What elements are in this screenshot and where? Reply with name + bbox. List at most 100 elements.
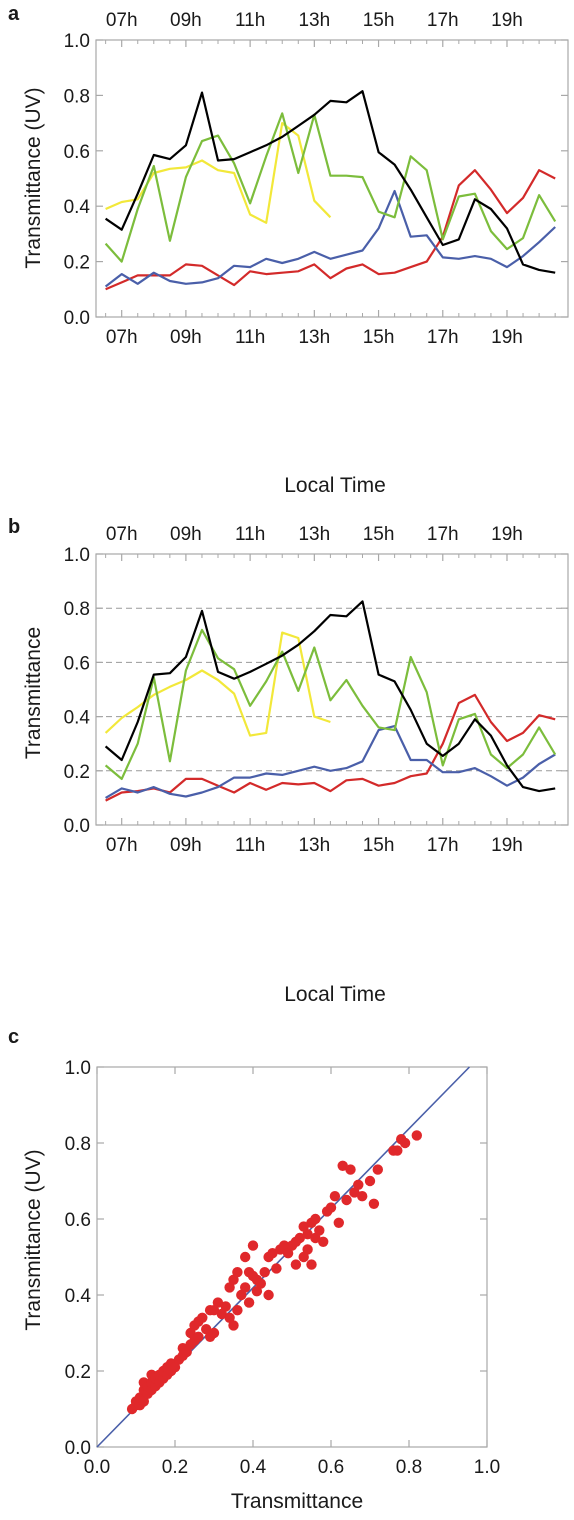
panel-a-ytick-label-3: 0.6 xyxy=(64,142,90,163)
panel-a-xtick-label-5: 17h xyxy=(427,327,459,348)
panel-b-ytick-label-5: 1.0 xyxy=(64,545,90,566)
panel-b-xtick-top-label-4: 15h xyxy=(363,524,395,545)
panel-b-ytick-label-1: 0.2 xyxy=(64,762,90,783)
panel-c-point-84 xyxy=(334,1218,344,1228)
panel-c-point-50 xyxy=(240,1282,250,1292)
panel-c-point-76 xyxy=(306,1259,316,1269)
panel-a-ytick-label-1: 0.2 xyxy=(64,253,90,274)
panel-c-point-82 xyxy=(326,1202,336,1212)
panel-c-point-47 xyxy=(232,1305,242,1315)
panel-c-xtick-label-3: 0.6 xyxy=(318,1457,344,1478)
panel-c-point-91 xyxy=(365,1176,375,1186)
panel-c-xtick-label-2: 0.4 xyxy=(240,1457,267,1478)
panel-b-xtick-label-2: 11h xyxy=(235,835,265,856)
panel-c-point-74 xyxy=(302,1244,312,1254)
panel-b: b 0.0 0.2 0.4 0.6 0.8 1.0 07h 07h 09h 09h 11h 11h 13… xyxy=(8,516,568,1006)
panel-c-point-83 xyxy=(330,1191,340,1201)
panel-b-xtick-label-0: 07h xyxy=(106,835,138,856)
panel-a-xtick-label-4: 15h xyxy=(363,327,395,348)
panel-c-point-52 xyxy=(244,1297,254,1307)
panel-c-ytick-label-5: 1.0 xyxy=(65,1058,91,1079)
panel-a-letter: a xyxy=(8,3,20,25)
panel-c-point-45 xyxy=(228,1320,238,1330)
panel-b-xtick-label-6: 19h xyxy=(491,835,523,856)
panel-b-xtick-top-label-0: 07h xyxy=(106,524,138,545)
panel-b-xtick-top-label-6: 19h xyxy=(491,524,523,545)
panel-c-point-60 xyxy=(263,1290,273,1300)
panel-a-ytick-label-5: 1.0 xyxy=(64,31,90,52)
panel-b-ytick-label-0: 0.0 xyxy=(64,816,90,837)
panel-c-point-51 xyxy=(240,1252,250,1262)
panel-a-xtick-top-label-3: 13h xyxy=(298,10,330,31)
panel-c-point-63 xyxy=(271,1263,281,1273)
panel-b-xtick-label-5: 17h xyxy=(427,835,459,856)
panel-a-xlabel: Local Time xyxy=(284,474,386,497)
panel-a-xtick-label-2: 11h xyxy=(235,327,265,348)
panel-c-xtick-label-5: 1.0 xyxy=(474,1457,500,1478)
panel-c-point-33 xyxy=(193,1332,203,1342)
panel-b-xtick-label-4: 15h xyxy=(363,835,395,856)
panel-b-letter: b xyxy=(8,516,20,538)
panel-b-ytick-label-4: 0.8 xyxy=(64,599,90,620)
panel-b-xtick-label-3: 13h xyxy=(298,835,330,856)
panel-a-plot: 0.0 0.2 0.4 0.6 0.8 1.0 07h 07h 09h 09h 11h 11h 13h 1… xyxy=(64,10,568,348)
panel-b-plot: 0.0 0.2 0.4 0.6 0.8 1.0 07h 07h 09h 09h 11h 11h 13h 1… xyxy=(64,524,568,856)
panel-c-point-42 xyxy=(221,1301,231,1311)
panel-c-ytick-label-1: 0.2 xyxy=(65,1362,91,1383)
panel-c-xtick-label-1: 0.2 xyxy=(162,1457,188,1478)
panel-c-ytick-label-4: 0.8 xyxy=(65,1134,91,1155)
panel-b-ylabel: Transmittance xyxy=(22,627,45,759)
panel-a-ytick-label-0: 0.0 xyxy=(64,308,90,329)
panel-b-ytick-label-2: 0.4 xyxy=(64,708,91,729)
panel-c-point-87 xyxy=(345,1164,355,1174)
panel-b-xtick-top-label-2: 11h xyxy=(235,524,265,545)
panel-c-point-98 xyxy=(412,1130,422,1140)
panel-a-ytick-label-4: 0.8 xyxy=(64,86,90,107)
panel-b-xtick-label-1: 09h xyxy=(170,835,202,856)
panel-a-xtick-top-label-6: 19h xyxy=(491,10,523,31)
panel-a: a 0.0 0.2 0.4 0.6 0.8 1.0 07h 07h 09h 09h 11h 11h 13… xyxy=(8,3,568,497)
panel-a-ytick-label-2: 0.4 xyxy=(64,197,91,218)
panel-a-series-black-line xyxy=(106,91,556,273)
panel-a-xtick-top-label-5: 17h xyxy=(427,10,459,31)
panel-c-point-48 xyxy=(232,1267,242,1277)
panel-b-series-blue-line xyxy=(106,726,556,798)
panel-a-ylabel: Transmittance (UV) xyxy=(22,87,45,268)
panel-b-xtick-top-label-3: 13h xyxy=(298,524,330,545)
panel-a-xtick-top-label-0: 07h xyxy=(106,10,138,31)
panel-c-ytick-label-3: 0.6 xyxy=(65,1210,91,1231)
panel-a-xtick-label-1: 09h xyxy=(170,327,202,348)
panel-c-point-59 xyxy=(260,1267,270,1277)
panel-c-ylabel: Transmittance (UV) xyxy=(22,1149,45,1330)
panel-c-xlabel: Transmittance xyxy=(231,1490,363,1513)
panel-c-point-93 xyxy=(373,1164,383,1174)
panel-c-point-95 xyxy=(392,1145,402,1155)
panel-c-xtick-label-4: 0.8 xyxy=(396,1457,422,1478)
panel-c-plot: 0.00.20.40.60.81.00.0 0.2 0.4 0.6 0.8 1.0 xyxy=(65,1058,501,1478)
panel-c-point-58 xyxy=(256,1278,266,1288)
panel-c-point-86 xyxy=(341,1195,351,1205)
panel-c: c 0.00.20.40.60.81.00.0 0.2 0.4 0.6 0.8 1.0 T… xyxy=(8,1026,500,1513)
panel-a-series-yellow-line xyxy=(106,123,331,223)
panel-a-xtick-top-label-4: 15h xyxy=(363,10,395,31)
panel-a-xtick-top-label-1: 09h xyxy=(170,10,202,31)
panel-a-xtick-top-label-2: 11h xyxy=(235,10,265,31)
panel-b-series-green-line xyxy=(106,630,556,779)
panel-a-xtick-label-0: 07h xyxy=(106,327,138,348)
panel-c-point-79 xyxy=(314,1225,324,1235)
panel-c-point-89 xyxy=(353,1180,363,1190)
panel-a-xtick-label-3: 13h xyxy=(298,327,330,348)
panel-b-ytick-label-3: 0.6 xyxy=(64,653,90,674)
panel-b-series-black-line xyxy=(106,601,556,791)
panel-b-xtick-top-label-5: 17h xyxy=(427,524,459,545)
panel-a-xtick-label-6: 19h xyxy=(491,327,523,348)
panel-b-xlabel: Local Time xyxy=(284,983,386,1006)
panel-c-point-34 xyxy=(197,1313,207,1323)
panel-c-xtick-label-0: 0.0 xyxy=(84,1457,110,1478)
panel-c-ytick-label-0: 0.0 xyxy=(65,1438,91,1459)
panel-c-point-38 xyxy=(209,1328,219,1338)
panel-c-letter: c xyxy=(8,1026,19,1048)
panel-c-point-77 xyxy=(310,1214,320,1224)
panel-c-point-55 xyxy=(248,1240,258,1250)
